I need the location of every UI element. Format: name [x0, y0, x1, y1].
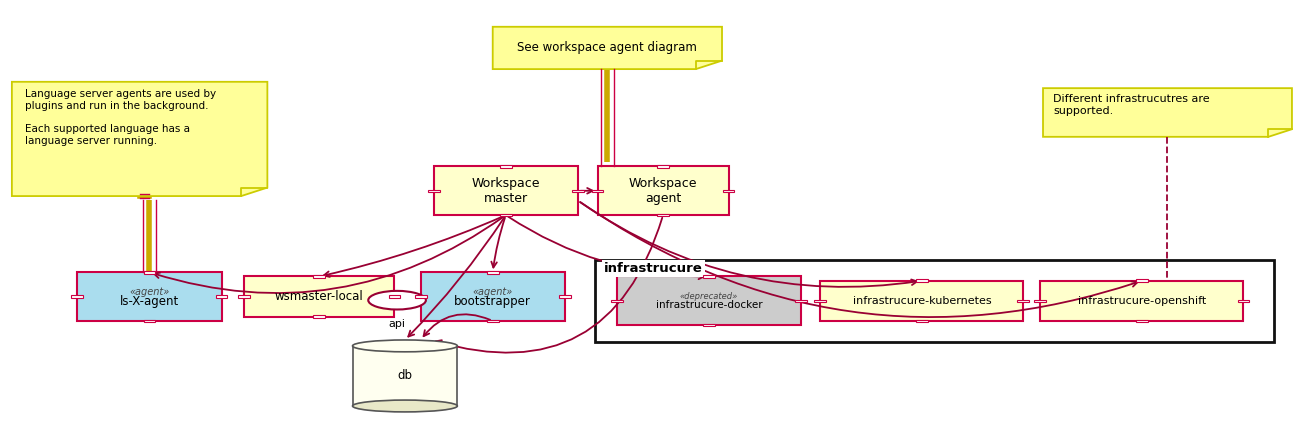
Bar	[656, 214, 668, 216]
Bar	[389, 295, 400, 298]
Ellipse shape	[352, 400, 457, 412]
Text: db: db	[398, 369, 412, 383]
Bar	[1040, 281, 1243, 321]
Bar	[722, 190, 734, 192]
Text: Language server agents are used by
plugins and run in the background.

Each supp: Language server agents are used by plugi…	[25, 89, 217, 146]
Bar	[71, 295, 83, 298]
Text: «agent»: «agent»	[129, 287, 169, 297]
Text: infrastrucure: infrastrucure	[604, 262, 702, 275]
Bar	[143, 320, 155, 322]
Polygon shape	[492, 27, 722, 69]
Bar	[916, 320, 928, 322]
Bar	[592, 190, 604, 192]
Bar	[487, 271, 499, 273]
Text: infrastrucure-docker: infrastrucure-docker	[655, 300, 763, 311]
Text: «agent»: «agent»	[473, 287, 513, 297]
Bar	[597, 167, 729, 215]
Bar	[814, 299, 826, 302]
Bar	[612, 299, 624, 302]
Bar	[487, 320, 499, 322]
Bar	[794, 299, 806, 302]
Bar	[428, 190, 440, 192]
Bar	[1035, 299, 1046, 302]
Text: Workspace
agent: Workspace agent	[629, 177, 697, 205]
Bar	[244, 276, 394, 317]
Polygon shape	[12, 82, 268, 196]
Bar	[352, 346, 457, 406]
Bar	[238, 295, 249, 298]
Text: See workspace agent diagram: See workspace agent diagram	[517, 41, 697, 55]
Bar	[420, 272, 565, 321]
Polygon shape	[1043, 88, 1292, 137]
Bar	[314, 315, 326, 318]
Bar	[595, 259, 1274, 342]
Text: wsmaster-local: wsmaster-local	[274, 290, 364, 303]
Text: api: api	[389, 319, 406, 329]
Bar	[77, 272, 222, 321]
Bar	[1238, 299, 1250, 302]
Bar	[314, 275, 326, 278]
Bar	[143, 271, 155, 273]
Text: infrastrucure-kubernetes: infrastrucure-kubernetes	[852, 296, 991, 306]
Circle shape	[368, 291, 425, 310]
Text: bootstrapper: bootstrapper	[454, 295, 532, 308]
Text: Workspace
master: Workspace master	[471, 177, 540, 205]
Bar	[916, 279, 928, 282]
Ellipse shape	[352, 340, 457, 352]
Bar	[1136, 320, 1148, 322]
Bar	[572, 190, 584, 192]
Text: ls-X-agent: ls-X-agent	[119, 295, 179, 308]
Bar	[500, 165, 512, 168]
Text: Different infrastrucutres are
supported.: Different infrastrucutres are supported.	[1053, 95, 1211, 116]
Bar	[500, 214, 512, 216]
Bar	[656, 165, 668, 168]
Bar	[559, 295, 571, 298]
Bar	[215, 295, 227, 298]
Text: «deprecated»: «deprecated»	[680, 292, 738, 301]
Bar	[702, 275, 714, 278]
Text: infrastrucure-openshift: infrastrucure-openshift	[1078, 296, 1207, 306]
Bar	[1018, 299, 1029, 302]
Bar	[617, 276, 801, 325]
Bar	[415, 295, 427, 298]
Bar	[433, 167, 578, 215]
Bar	[821, 281, 1023, 321]
Bar	[1136, 279, 1148, 282]
Bar	[702, 324, 714, 326]
